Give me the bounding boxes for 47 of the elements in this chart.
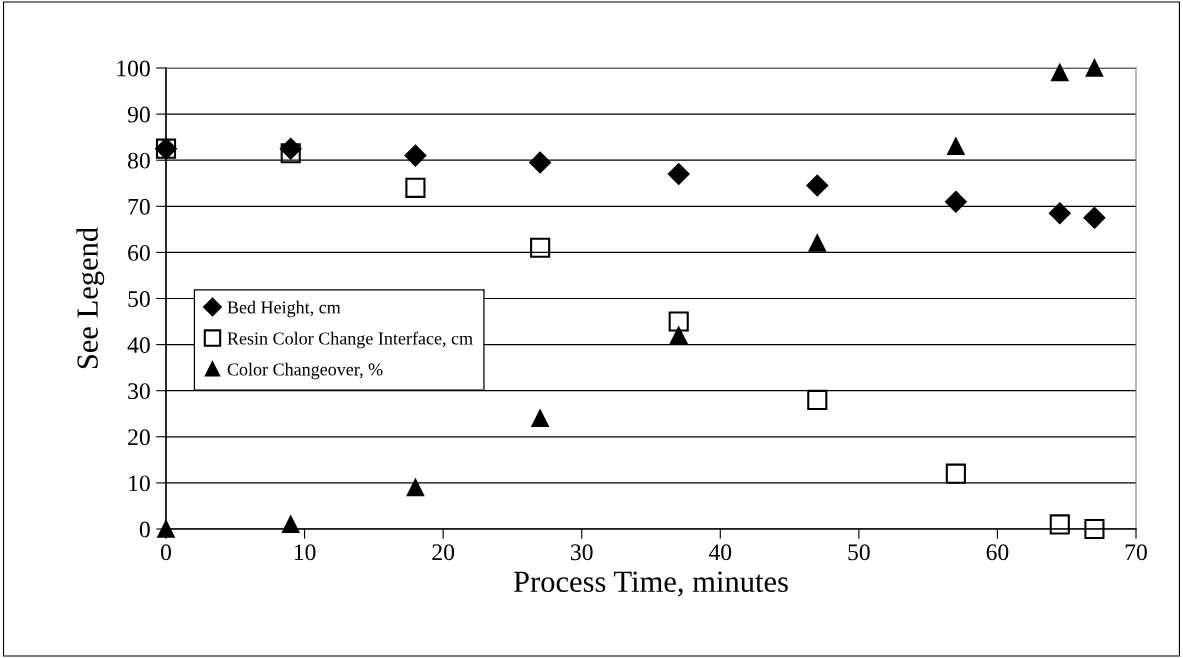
point xyxy=(945,463,966,484)
point xyxy=(1084,518,1105,540)
y-tick-label: 20 xyxy=(128,429,150,446)
point xyxy=(947,137,965,156)
y-tick-label: 50 xyxy=(128,290,150,307)
point xyxy=(1049,514,1070,535)
y-tick-label: 100 xyxy=(117,60,150,77)
point xyxy=(1085,59,1104,77)
point xyxy=(529,151,551,174)
point xyxy=(668,311,689,332)
x-tick-label: 50 xyxy=(848,544,870,561)
point xyxy=(406,478,425,497)
x-tick-label: 20 xyxy=(432,544,455,561)
point xyxy=(1051,63,1069,82)
y-tick-label: 70 xyxy=(128,198,150,215)
point xyxy=(404,144,427,167)
x-tick-label: 10 xyxy=(294,544,316,561)
y-tick-label: 10 xyxy=(129,475,150,492)
point xyxy=(530,237,551,258)
point xyxy=(405,177,426,198)
point xyxy=(280,143,301,164)
point xyxy=(806,174,829,197)
y-tick-label: 40 xyxy=(127,337,150,354)
point xyxy=(531,409,549,428)
point xyxy=(1083,206,1106,229)
y-tick-label: 0 xyxy=(139,521,150,538)
legend-label: Bed Height, cm xyxy=(227,300,341,318)
x-axis-title: Process Time, minutes xyxy=(513,571,788,597)
x-tick-label: 40 xyxy=(708,544,732,561)
point xyxy=(945,190,967,213)
point xyxy=(808,234,826,252)
y-tick-label: 60 xyxy=(128,244,150,261)
y-tick-label: 90 xyxy=(127,106,150,123)
point xyxy=(807,389,828,410)
y-tick-label: 30 xyxy=(128,383,150,400)
point xyxy=(282,515,300,534)
y-tick-label: 80 xyxy=(128,152,150,169)
x-tick-label: 0 xyxy=(161,544,171,561)
point xyxy=(1048,202,1071,225)
y-axis-title: See Legend xyxy=(76,227,105,369)
x-tick-label: 30 xyxy=(571,544,593,561)
legend-label: Color Changeover, % xyxy=(227,362,383,380)
point xyxy=(667,163,690,185)
legend-label: Resin Color Change Interface, cm xyxy=(227,331,473,349)
x-tick-label: 60 xyxy=(986,544,1009,561)
point xyxy=(670,326,688,345)
x-tick-label: 70 xyxy=(1125,544,1147,561)
